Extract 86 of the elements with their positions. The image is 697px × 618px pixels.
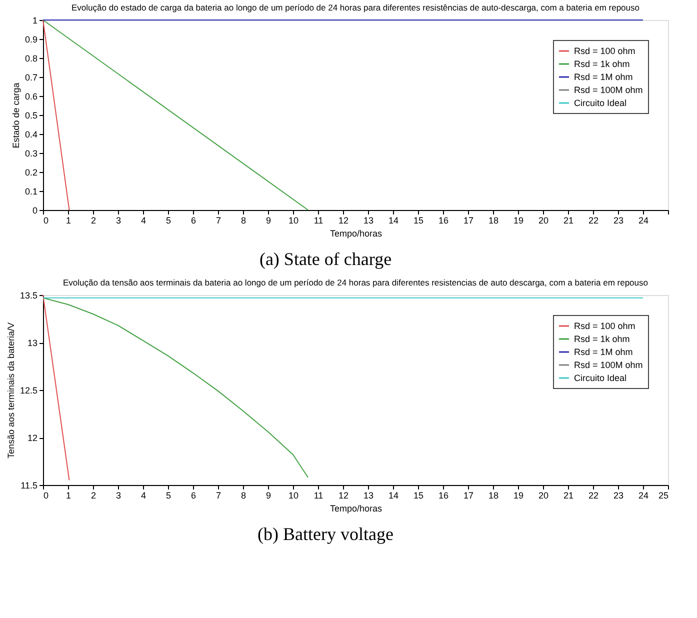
- x-tick-label: 6: [190, 216, 196, 226]
- x-tick-label: 5: [166, 490, 172, 500]
- legend-label: Rsd = 100M ohm: [574, 85, 643, 95]
- x-tick-label: 1: [66, 490, 72, 500]
- x-tick-label: 4: [140, 216, 146, 226]
- x-tick-label: 14: [388, 490, 399, 500]
- x-axis-title: Tempo/horas: [330, 228, 383, 238]
- chart-title: Evolução da tensão aos terminais da bateria ao longo de um período de 24 horas para diferentes resistencias de auto descarga, com a bateria em repouso: [63, 278, 648, 288]
- y-tick-label: 0.9: [24, 34, 38, 44]
- x-tick-label: 10: [288, 216, 299, 226]
- x-tick-label: 23: [613, 216, 624, 226]
- y-tick-label: 13: [27, 338, 38, 348]
- legend-label: Rsd = 100 ohm: [574, 321, 636, 331]
- x-tick-label: 21: [563, 216, 574, 226]
- legend-label: Rsd = 1M ohm: [574, 72, 633, 82]
- x-tick-label: 1: [66, 216, 72, 226]
- x-tick-label: 3: [116, 216, 122, 226]
- legend-label: Circuito Ideal: [574, 98, 627, 108]
- x-tick-label: 24: [638, 490, 649, 500]
- legend-label: Rsd = 1k ohm: [574, 59, 630, 69]
- legend-label: Rsd = 1k ohm: [574, 334, 630, 344]
- x-tick-label: 22: [588, 216, 599, 226]
- x-tick-label: 16: [438, 490, 449, 500]
- x-tick-label: 3: [116, 490, 122, 500]
- y-tick-label: 12.5: [20, 386, 38, 396]
- x-tick-label: 6: [190, 490, 196, 500]
- legend-label: Rsd = 100M ohm: [574, 360, 643, 370]
- x-tick-label: 2: [90, 490, 96, 500]
- x-tick-label: 12: [338, 216, 349, 226]
- x-tick-label: 9: [266, 216, 272, 226]
- x-tick-label: 13: [363, 216, 374, 226]
- x-tick-label: 4: [140, 490, 146, 500]
- x-tick-label: 21: [563, 490, 574, 500]
- chart-title: Evolução do estado de carga da bateria ao longo de um período de 24 horas para diferentes resistências de auto-descarga, com a bateria em repouso: [72, 2, 640, 12]
- x-tick-label: 12: [338, 490, 349, 500]
- x-tick-label: 17: [463, 490, 474, 500]
- x-tick-label: 14: [388, 216, 399, 226]
- text: (a) State of charge: [259, 249, 392, 269]
- y-tick-label: 0.5: [24, 110, 38, 120]
- x-tick-label: 23: [613, 490, 624, 500]
- legend-label: Circuito Ideal: [574, 373, 627, 383]
- x-tick-label: 10: [288, 490, 299, 500]
- y-tick-label: 13.5: [20, 290, 38, 300]
- x-tick-label: 18: [488, 490, 499, 500]
- x-tick-label: 11: [314, 216, 324, 226]
- y-tick-label: 0.1: [24, 186, 38, 196]
- x-tick-label: 16: [438, 216, 449, 226]
- x-tick-label: 20: [538, 216, 549, 226]
- y-axis-title: Estado de carga: [10, 82, 21, 148]
- y-tick-label: 12: [27, 433, 38, 443]
- x-tick-label: 9: [266, 490, 272, 500]
- x-tick-label: 7: [216, 216, 222, 226]
- text: (b) Battery voltage: [258, 524, 394, 544]
- x-tick-label: 0: [44, 490, 49, 500]
- y-tick-label: 1: [32, 16, 38, 26]
- y-tick-label: 0.3: [24, 148, 38, 158]
- x-tick-label: 8: [240, 490, 246, 500]
- x-tick-label: 19: [513, 216, 524, 226]
- y-tick-label: 11.5: [20, 480, 38, 490]
- y-tick-label: 0.8: [24, 54, 38, 64]
- x-tick-label: 2: [90, 216, 96, 226]
- y-tick-label: 0: [32, 206, 38, 216]
- legend-label: Rsd = 1M ohm: [574, 347, 633, 357]
- x-tick-label: 25: [658, 490, 668, 500]
- y-tick-label: 0.7: [24, 72, 38, 82]
- x-tick-label: 22: [588, 490, 599, 500]
- y-tick-label: 0.2: [24, 168, 38, 178]
- x-tick-label: 0: [44, 216, 49, 226]
- x-tick-label: 15: [413, 216, 424, 226]
- y-axis-title: Tensão aos terminais da bateria/V: [6, 322, 16, 459]
- x-tick-label: 24: [638, 216, 649, 226]
- x-tick-label: 13: [363, 490, 374, 500]
- y-tick-label: 0.4: [24, 130, 38, 140]
- line-series: [42, 297, 308, 478]
- x-tick-label: 19: [513, 490, 524, 500]
- x-tick-label: 8: [240, 216, 246, 226]
- x-tick-label: 17: [463, 216, 474, 226]
- legend-label: Rsd = 100 ohm: [574, 46, 636, 56]
- x-tick-label: 5: [166, 216, 172, 226]
- x-tick-label: 7: [216, 490, 222, 500]
- x-tick-label: 20: [538, 490, 549, 500]
- x-tick-label: 18: [488, 216, 499, 226]
- y-tick-label: 0.6: [24, 92, 38, 102]
- x-axis-title: Tempo/horas: [330, 504, 383, 514]
- x-tick-label: 15: [413, 490, 424, 500]
- x-tick-label: 11: [314, 490, 324, 500]
